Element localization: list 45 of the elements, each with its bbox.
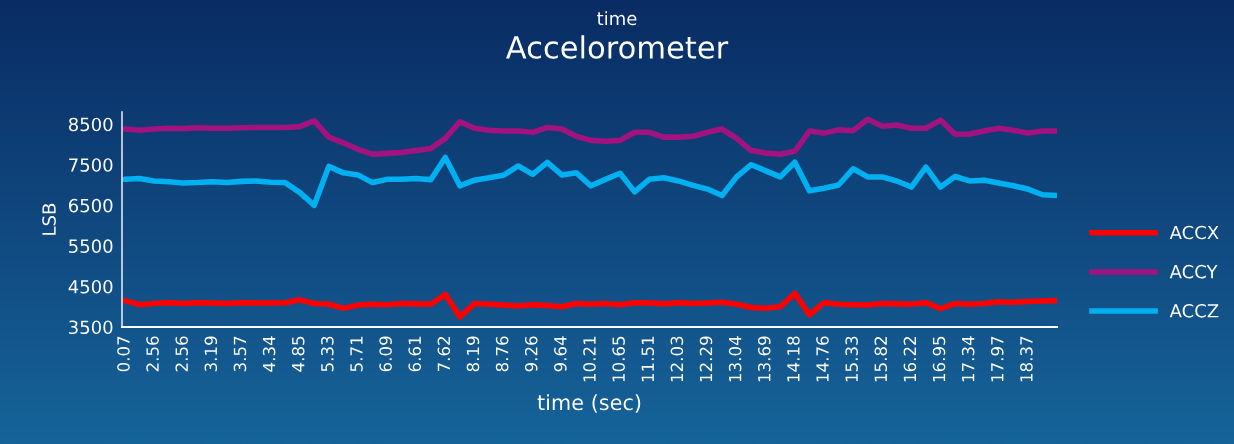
y-axis-title: LSB [42,203,56,235]
x-tick-label: 4.85 [291,336,305,372]
y-tick-label: 6500 [68,198,113,213]
x-tick-label: 2.56 [146,336,159,372]
x-tick-label: 9.26 [524,336,538,372]
x-tick-label: 15.82 [874,337,888,382]
y-tick-label: 7500 [69,158,113,172]
y-tick-label: 8500 [68,117,113,132]
x-tick-label: 0.07 [117,336,130,372]
x-tick-label: 6.61 [408,336,422,372]
y-tick-label: 5500 [69,239,113,253]
x-tick-label: 16.22 [903,337,917,382]
x-tick-label: 17.34 [961,336,975,382]
x-tick-label: 10.65 [612,336,625,382]
x-tick-label: 7.62 [437,337,451,372]
chart-title: Accelorometer [506,35,729,59]
legend-label: ACCX [1169,225,1219,240]
y-tick-label: 3500 [69,320,113,335]
x-tick-label: 16.95 [932,336,946,382]
legend-label: ACCZ [1169,303,1219,318]
x-tick-label: 4.34 [262,336,276,372]
x-tick-label: 14.76 [816,336,829,382]
x-tick-label: 12.03 [670,336,684,382]
x-tick-label: 9.64 [554,336,567,372]
legend-label: ACCY [1169,264,1218,279]
x-tick-label: 13.69 [757,336,771,382]
chart-subtitle: time [597,11,637,26]
x-tick-label: 5.33 [321,336,334,372]
x-tick-label: 10.21 [583,336,596,382]
x-tick-label: 14.18 [787,336,800,382]
x-tick-label: 5.71 [350,336,363,372]
x-tick-label: 6.09 [379,336,392,372]
y-tick-label: 4500 [68,279,113,294]
x-tick-label: 15.33 [845,336,858,382]
x-tick-label: 18.37 [1020,336,1033,382]
x-axis-title: time (sec) [537,394,641,413]
x-tick-label: 3.57 [233,336,247,372]
x-tick-label: 11.51 [641,336,655,382]
x-tick-label: 3.19 [204,336,218,372]
x-tick-label: 8.76 [495,336,509,372]
x-tick-label: 2.56 [175,336,188,372]
x-tick-label: 13.04 [728,336,742,382]
x-tick-label: 8.19 [466,336,480,372]
x-tick-label: 12.29 [699,336,713,382]
x-tick-label: 17.97 [990,336,1004,382]
